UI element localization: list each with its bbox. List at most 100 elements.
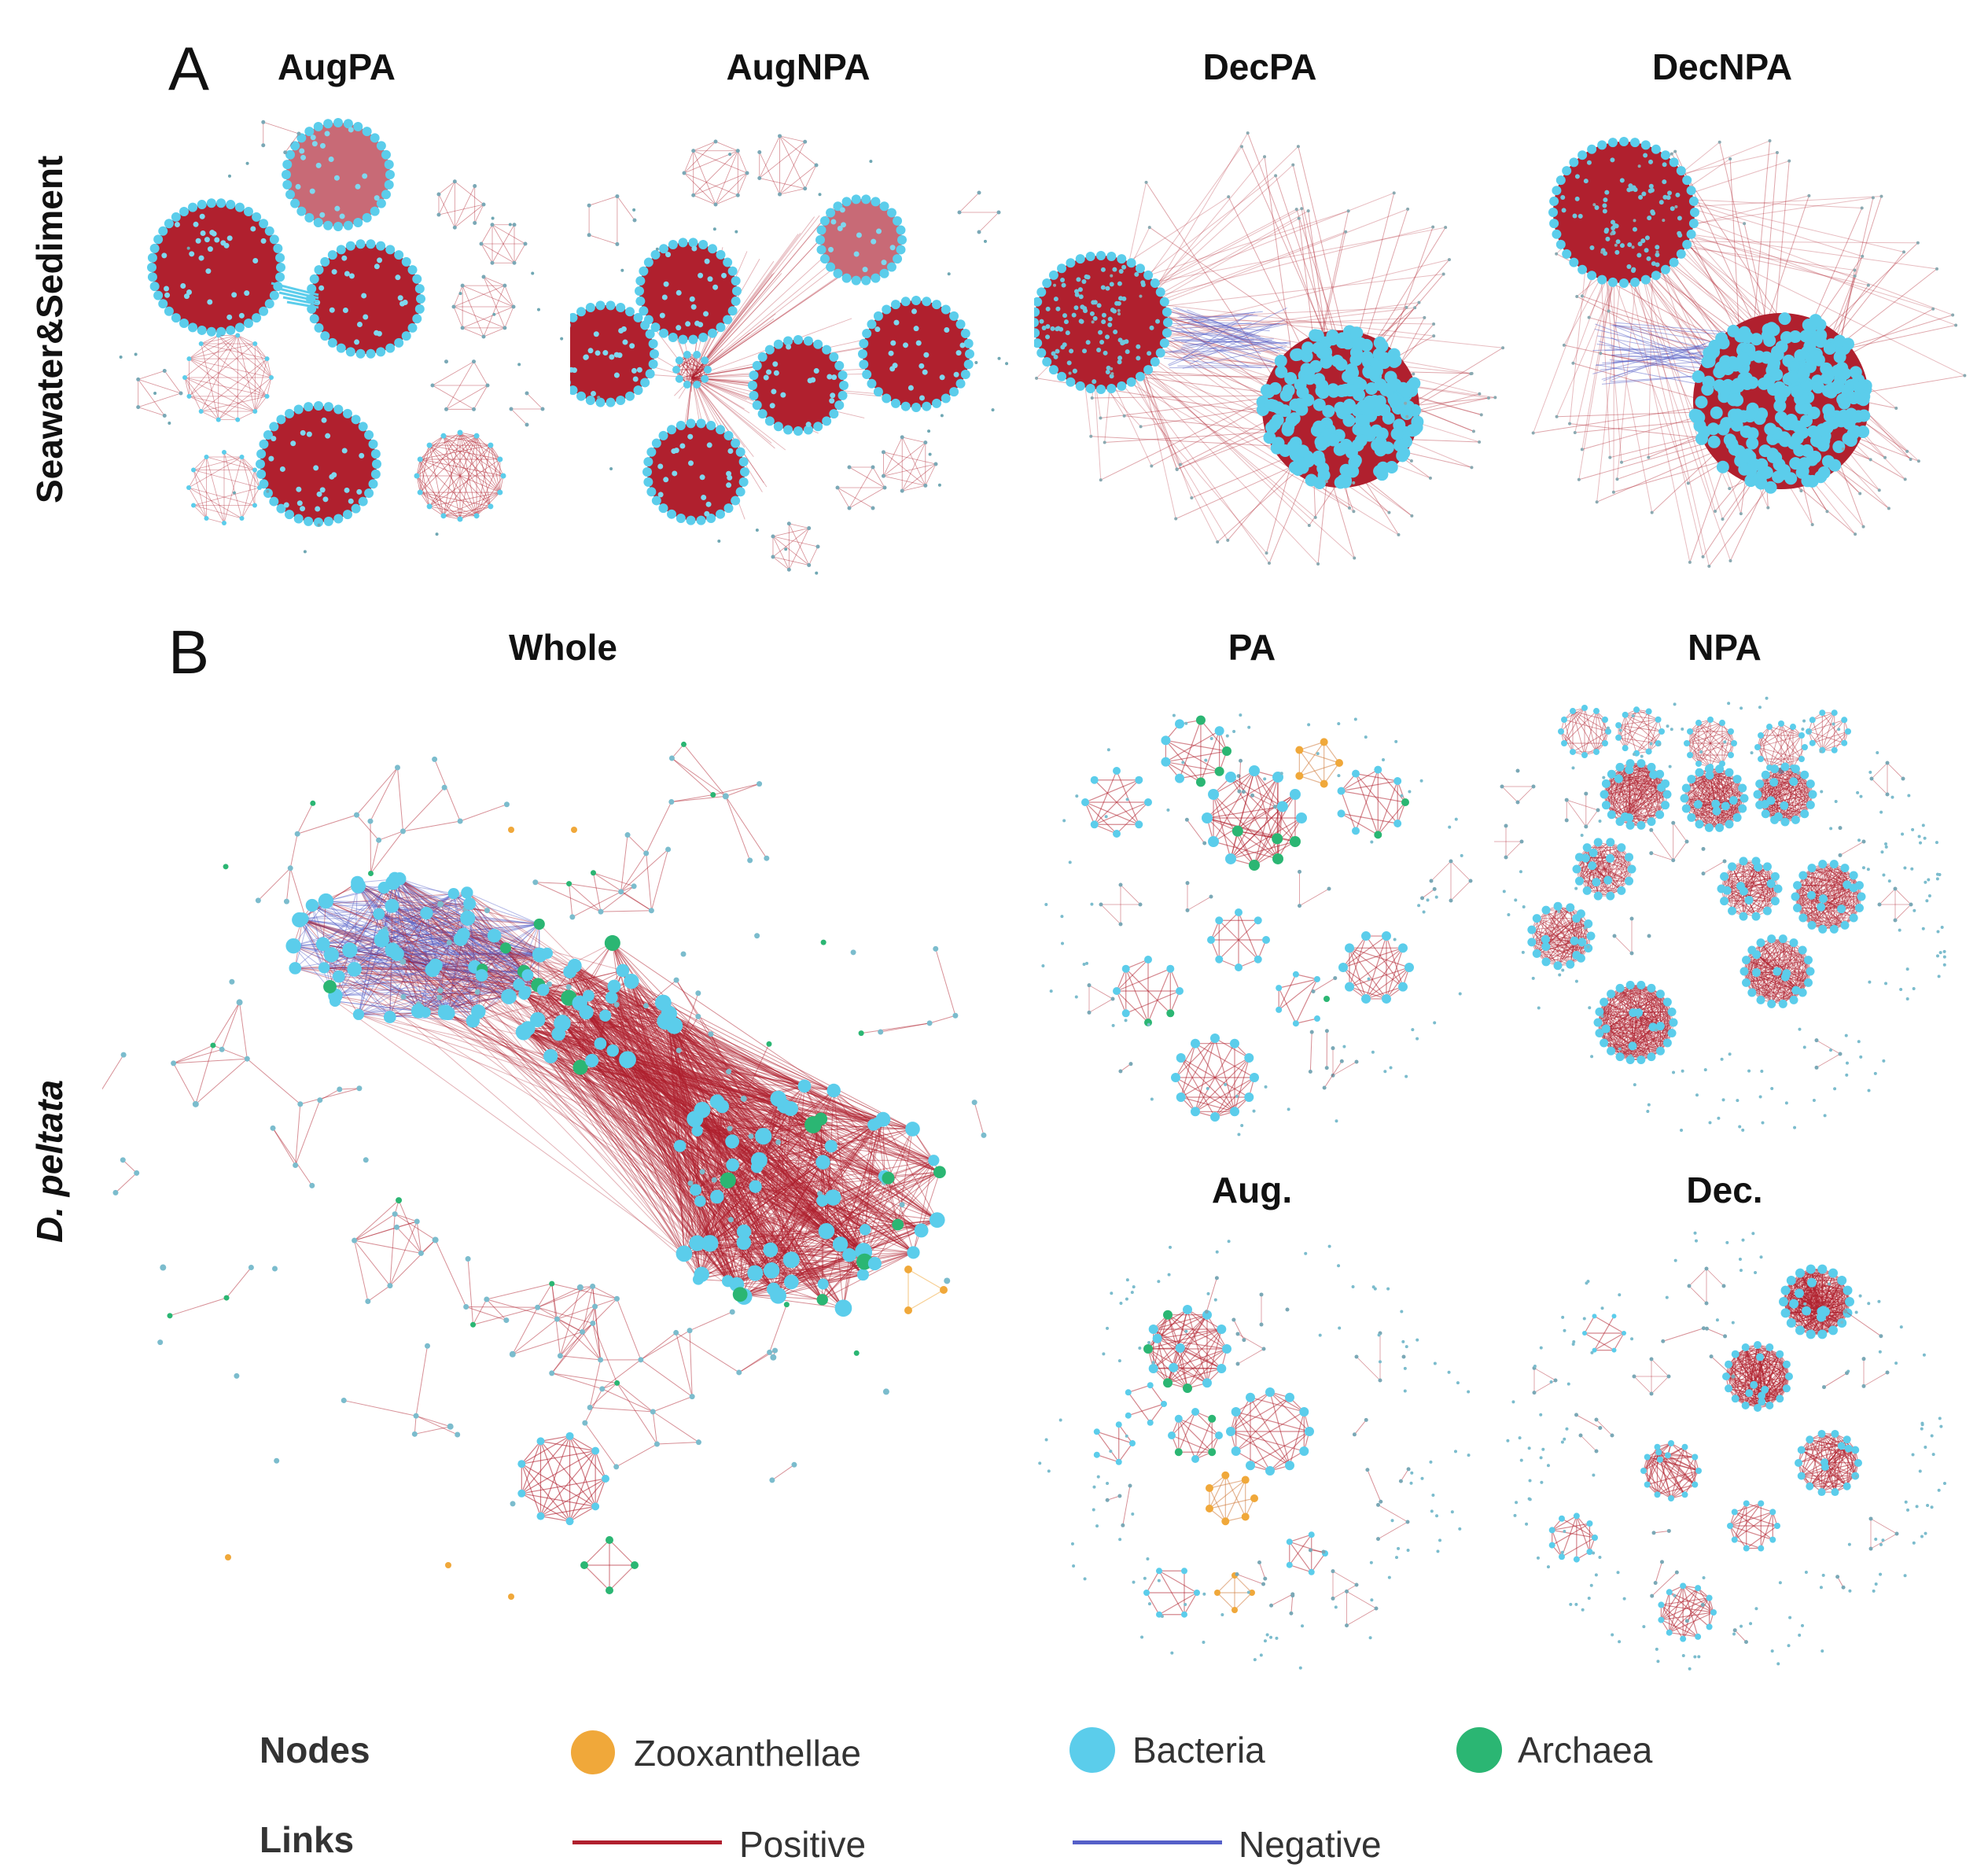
network-node	[1296, 812, 1307, 823]
network-link	[691, 209, 832, 378]
network-node	[1352, 510, 1356, 514]
network-link	[184, 377, 267, 397]
network-node	[1560, 194, 1566, 200]
network-node	[1429, 879, 1434, 883]
network-node	[1916, 459, 1920, 463]
network-node	[372, 459, 381, 469]
network-node	[685, 321, 691, 327]
network-link	[358, 886, 433, 971]
network-link	[1124, 274, 1444, 311]
network-link	[473, 385, 488, 410]
network-link	[543, 970, 624, 991]
network-node	[1076, 277, 1081, 282]
network-node	[1433, 1021, 1437, 1025]
network-node	[1603, 197, 1608, 203]
network-node	[316, 491, 322, 497]
network-node	[632, 218, 637, 223]
network-node	[1766, 506, 1770, 510]
network-link	[370, 821, 371, 874]
network-node	[618, 327, 624, 333]
network-link	[540, 1435, 570, 1442]
network-node	[648, 359, 658, 369]
network-link	[592, 1298, 617, 1324]
network-link	[1176, 311, 1256, 327]
network-link	[715, 150, 738, 205]
network-link	[302, 918, 433, 971]
network-node	[727, 1217, 734, 1223]
network-link	[426, 912, 540, 956]
network-link	[1163, 357, 1262, 369]
network-node	[275, 252, 285, 263]
network-node	[1316, 752, 1320, 756]
network-link	[477, 1011, 685, 1255]
network-link	[779, 135, 806, 189]
network-node	[1555, 252, 1559, 256]
network-node	[1092, 315, 1098, 321]
network-node	[186, 393, 192, 399]
network-node	[663, 281, 669, 287]
network-link	[195, 1058, 248, 1105]
network-link	[188, 487, 207, 519]
network-link	[715, 194, 738, 205]
network-node	[1235, 908, 1242, 916]
network-node	[223, 242, 230, 249]
network-node	[1230, 1107, 1239, 1117]
network-node	[416, 294, 425, 304]
network-link	[358, 1014, 823, 1163]
network-node	[321, 417, 327, 423]
network-node	[682, 171, 687, 175]
network-node	[939, 374, 945, 381]
network-node	[757, 781, 763, 787]
network-link	[1206, 770, 1255, 819]
network-node	[1607, 138, 1618, 148]
network-node	[699, 1169, 705, 1175]
network-node	[517, 363, 521, 367]
network-link	[1206, 805, 1283, 819]
network-node	[299, 148, 305, 154]
network-link	[122, 1159, 138, 1173]
network-node	[314, 265, 324, 275]
network-node	[663, 477, 669, 483]
network-node	[264, 393, 270, 399]
network-node	[348, 273, 355, 279]
network-node	[520, 1021, 536, 1037]
network-node	[290, 440, 296, 447]
network-node	[834, 1299, 852, 1317]
network-link	[769, 1304, 787, 1353]
network-node	[624, 832, 631, 838]
network-link	[237, 335, 272, 378]
network-node	[693, 381, 701, 389]
network-node	[786, 344, 792, 350]
network-node	[676, 1048, 682, 1054]
network-node	[613, 1001, 620, 1008]
network-link	[378, 913, 520, 986]
network-link	[627, 1025, 675, 1060]
network-node	[384, 179, 394, 190]
network-link	[537, 1019, 756, 1274]
network-node	[659, 312, 665, 319]
network-node	[826, 262, 836, 272]
network-node	[599, 1009, 612, 1022]
network-link	[1182, 341, 1268, 360]
network-node	[1326, 330, 1339, 344]
network-link	[466, 892, 760, 1161]
network-node	[735, 487, 746, 497]
network-node	[1250, 1073, 1259, 1082]
network-node	[856, 232, 862, 238]
network-link	[299, 919, 526, 993]
network-link	[521, 1450, 596, 1465]
network-link	[429, 444, 501, 493]
network-node	[1837, 409, 1850, 422]
title-dec: Dec.	[1686, 1170, 1763, 1210]
network-link	[789, 523, 809, 529]
network-link	[358, 934, 385, 1015]
network-link	[419, 435, 444, 460]
network-link	[331, 887, 385, 956]
network-link	[759, 178, 805, 190]
network-node	[771, 389, 777, 395]
network-node	[686, 418, 696, 429]
network-node	[672, 470, 678, 477]
network-node	[1662, 162, 1667, 168]
network-node	[971, 1100, 977, 1106]
network-node	[490, 223, 495, 227]
